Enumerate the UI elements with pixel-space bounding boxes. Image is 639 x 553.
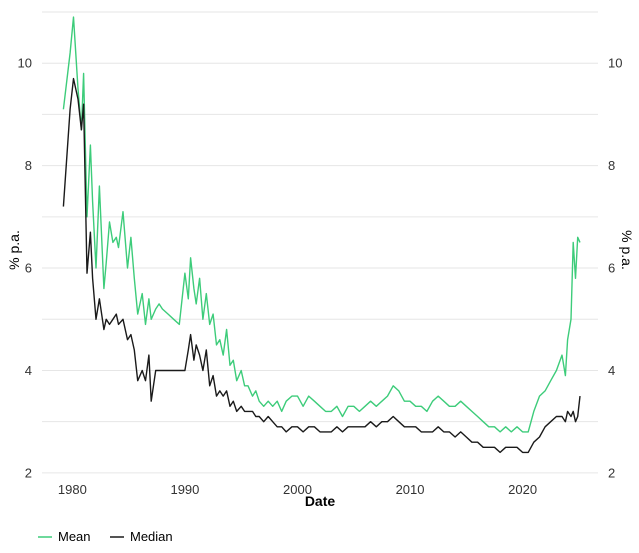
y-tick-label-left: 8 [25, 158, 32, 173]
series-line-mean [62, 16, 581, 433]
y-axis-label-left: % p.a. [6, 230, 22, 270]
y-tick-label-right: 8 [608, 158, 615, 173]
legend-label-mean: Mean [58, 529, 91, 544]
y-tick-label-right: 6 [608, 261, 615, 276]
y-tick-label-left: 6 [25, 261, 32, 276]
x-tick-label: 1990 [170, 482, 199, 497]
x-tick-label: 2000 [283, 482, 312, 497]
y-tick-label-left: 4 [25, 363, 32, 378]
y-tick-label-left: 10 [18, 56, 32, 71]
x-tick-label: 2020 [508, 482, 537, 497]
y-axis-left-ticks: 2 4 6 8 10 [18, 56, 32, 481]
x-axis-ticks: 1980 1990 2000 2010 2020 [58, 482, 537, 497]
y-tick-label-right: 10 [608, 56, 622, 71]
y-tick-label-right: 4 [608, 363, 615, 378]
legend: Mean Median [38, 529, 173, 544]
x-axis-label: Date [305, 493, 336, 509]
y-tick-label-left: 2 [25, 465, 32, 480]
y-tick-label-right: 2 [608, 465, 615, 480]
gridlines [42, 11, 598, 474]
series-line-median [62, 77, 581, 454]
x-tick-label: 2010 [396, 482, 425, 497]
y-axis-right-ticks: 2 4 6 8 10 [608, 56, 622, 481]
x-tick-label: 1980 [58, 482, 87, 497]
series-lines [62, 16, 581, 454]
legend-label-median: Median [130, 529, 173, 544]
y-axis-label-right: % p.a. [619, 230, 635, 270]
